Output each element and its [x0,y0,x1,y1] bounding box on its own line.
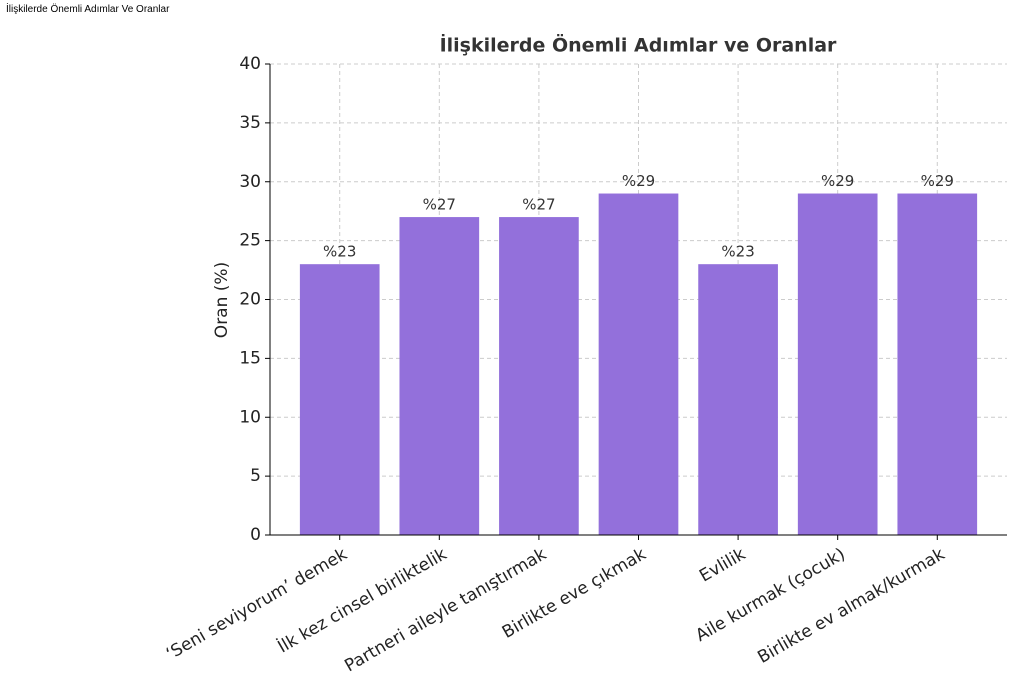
bar [797,193,878,535]
bar [399,217,480,535]
y-tick-label: 30 [239,172,261,192]
y-tick-label: 40 [239,54,261,74]
x-tick-label: ‘Seni seviyorum’ demek [163,544,351,664]
y-tick-label: 35 [239,113,261,133]
x-tick-label: Evlilik [696,544,749,586]
value-label: %23 [721,243,754,261]
y-axis-label: Oran (%) [212,262,232,338]
y-tick-label: 10 [239,407,261,427]
x-tick-label: Birlikte ev almak/kurmak [754,544,948,668]
value-label: %27 [522,196,555,214]
bar [299,264,380,535]
value-label: %29 [921,172,954,190]
y-tick-label: 20 [239,290,261,310]
value-label: %23 [323,243,356,261]
bar [598,193,679,535]
value-label: %27 [423,196,456,214]
y-tick-label: 5 [250,466,261,486]
y-tick-label: 15 [239,348,261,368]
bar [499,217,579,535]
y-tick-label: 0 [250,525,261,545]
value-label: %29 [821,172,854,190]
value-label: %29 [622,172,655,190]
page-title: İlişkilerde Önemli Adımlar Ve Oranlar [6,4,170,15]
y-tick-label: 25 [239,231,261,251]
bar [897,193,978,535]
x-tick-label: İlk kez cinsel birliktelik [274,543,450,657]
bar [698,264,778,535]
chart-title: İlişkilerde Önemli Adımlar ve Oranlar [440,33,837,57]
